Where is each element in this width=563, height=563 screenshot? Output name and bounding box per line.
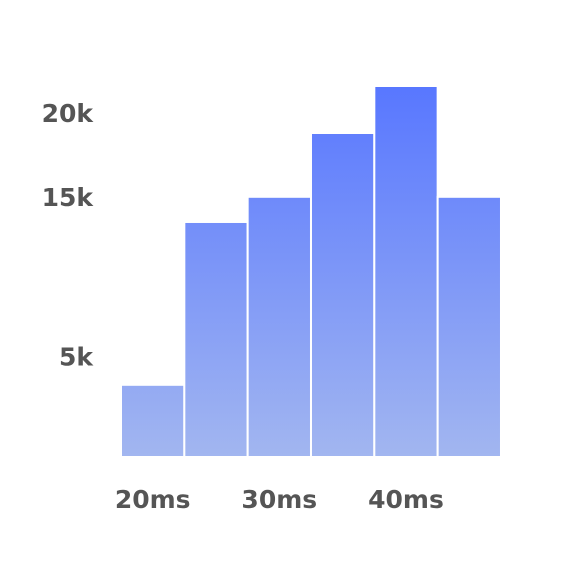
x-axis-tick-labels: 20ms 30ms 40ms <box>115 485 444 514</box>
x-tick-label: 30ms <box>241 485 317 514</box>
y-tick-label: 5k <box>59 342 94 371</box>
y-tick-label: 20k <box>42 99 95 128</box>
bars-layer <box>120 85 502 459</box>
histogram-bar-2 <box>183 220 249 458</box>
histogram-bar-4 <box>309 132 376 458</box>
y-axis-tick-labels: 5k 15k 20k <box>42 99 95 371</box>
x-tick-label: 40ms <box>368 485 444 514</box>
histogram-bar-5 <box>373 85 439 458</box>
histogram-bar-1 <box>120 383 186 458</box>
x-tick-label: 20ms <box>115 485 191 514</box>
y-tick-label: 15k <box>42 183 95 212</box>
histogram-bar-6 <box>436 195 502 459</box>
histogram-bar-3 <box>246 195 312 459</box>
